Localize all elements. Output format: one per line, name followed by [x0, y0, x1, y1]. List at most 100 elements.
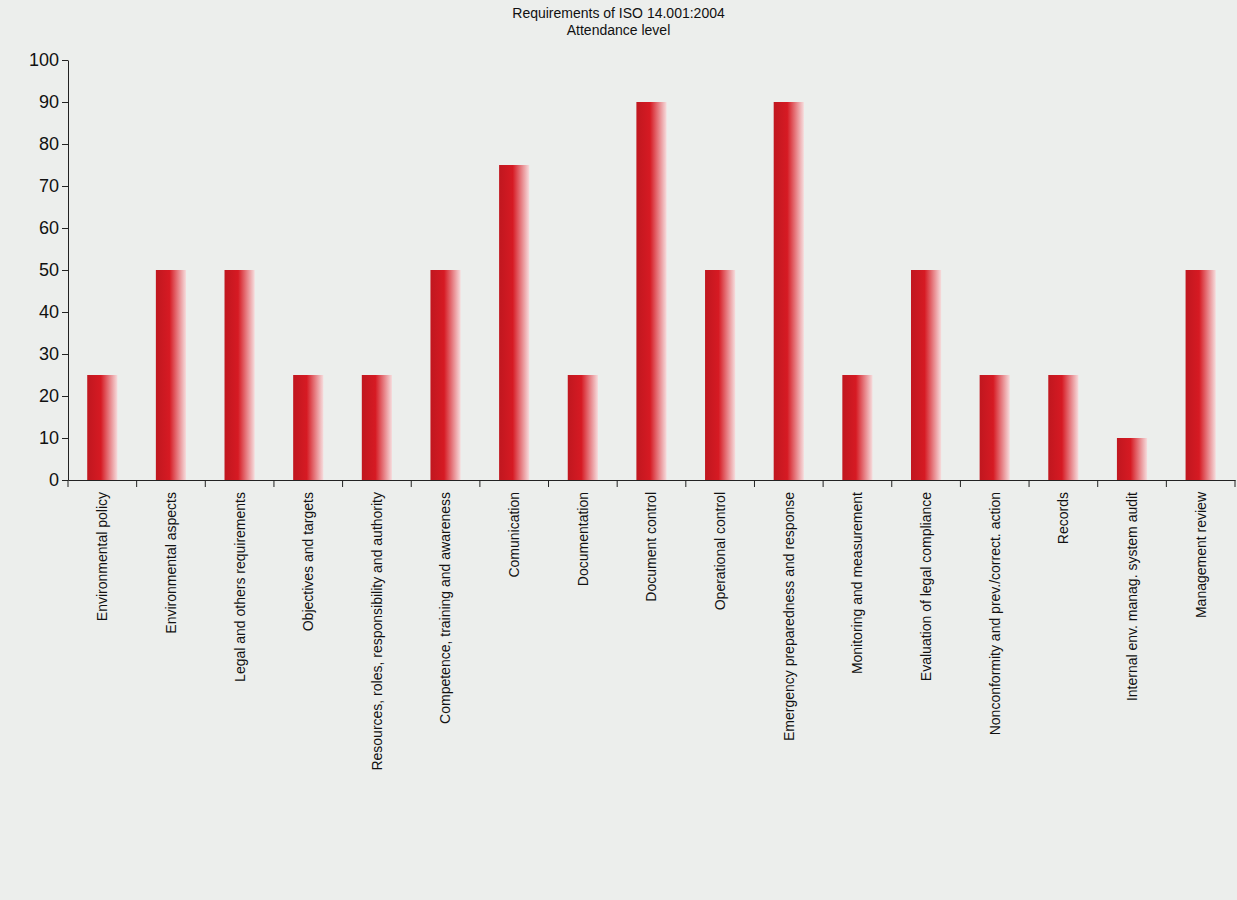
chart: Requirements of ISO 14.001:2004Attendanc…	[0, 0, 1237, 900]
x-tick-label: Environmental aspects	[163, 492, 179, 634]
x-tick: Evaluation of legal compliance	[918, 480, 934, 681]
category-separator	[1097, 480, 1098, 487]
y-tick-mark	[62, 228, 68, 229]
x-tick-label: Competence, training and awareness	[437, 492, 453, 724]
category-separator	[548, 480, 549, 487]
x-tick: Resources, roles, responsibility and aut…	[369, 480, 385, 771]
x-tick: Documentation	[575, 480, 591, 586]
x-tick-label: Environmental policy	[94, 492, 110, 621]
bar	[430, 270, 460, 480]
y-tick: 30	[39, 344, 68, 364]
bar	[568, 375, 598, 480]
x-tick: Comunication	[506, 480, 522, 578]
y-tick-mark	[62, 312, 68, 313]
x-tick: Legal and others requirements	[232, 480, 248, 682]
x-tick-label: Objectives and targets	[300, 492, 316, 631]
y-tick-label: 0	[49, 470, 59, 490]
category-separator	[823, 480, 824, 487]
x-tick-label: Internal env. manag. system audit	[1124, 492, 1140, 701]
bar	[225, 270, 255, 480]
y-tick-mark	[62, 270, 68, 271]
x-tick-label: Operational control	[712, 492, 728, 610]
x-tick-label: Monitoring and measurement	[849, 492, 865, 674]
bar	[499, 165, 529, 480]
category-separator	[891, 480, 892, 487]
category-separator	[411, 480, 412, 487]
y-tick-mark	[62, 438, 68, 439]
x-tick: Competence, training and awareness	[437, 480, 453, 724]
y-tick-label: 50	[39, 260, 59, 280]
category-separator	[136, 480, 137, 487]
plot: 0 10 20 30 40 50 60 70 80 90 100 Environmental poli…	[29, 50, 1236, 770]
x-tick-label: Resources, roles, responsibility and aut…	[369, 492, 385, 771]
y-tick-label: 30	[39, 344, 59, 364]
y-tick: 90	[39, 92, 68, 112]
x-tick: Emergency preparedness and response	[781, 480, 797, 741]
y-tick-mark	[62, 186, 68, 187]
x-tick-label: Documentation	[575, 492, 591, 586]
bar	[87, 375, 117, 480]
y-tick-label: 70	[39, 176, 59, 196]
y-tick-mark	[62, 144, 68, 145]
category-separator	[960, 480, 961, 487]
bar	[1048, 375, 1078, 480]
y-tick: 40	[39, 302, 68, 322]
bar	[842, 375, 872, 480]
x-tick-label: Emergency preparedness and response	[781, 492, 797, 741]
bar	[911, 270, 941, 480]
y-tick: 0	[49, 470, 68, 490]
bars	[87, 102, 1216, 480]
x-tick-label: Nonconformity and prev./correct. action	[987, 492, 1003, 735]
bar	[1117, 438, 1147, 480]
bar	[980, 375, 1010, 480]
category-separator	[754, 480, 755, 487]
y-tick-mark	[62, 60, 68, 61]
x-tick: Records	[1055, 480, 1071, 544]
x-tick-label: Management review	[1193, 491, 1209, 618]
x-tick: Nonconformity and prev./correct. action	[987, 480, 1003, 735]
title: Requirements of ISO 14.001:2004	[512, 5, 725, 21]
category-separators	[68, 480, 1235, 487]
y-tick: 60	[39, 218, 68, 238]
x-tick: Environmental policy	[94, 480, 110, 621]
y-tick-label: 40	[39, 302, 59, 322]
x-tick-label: Document control	[643, 492, 659, 602]
x-tick-label: Evaluation of legal compliance	[918, 492, 934, 681]
category-separator	[68, 480, 69, 487]
x-tick-label: Records	[1055, 492, 1071, 544]
bar	[1186, 270, 1216, 480]
x-tick: Environmental aspects	[163, 480, 179, 634]
bar	[362, 375, 392, 480]
y-tick-mark	[62, 354, 68, 355]
category-separator	[1166, 480, 1167, 487]
category-separator	[273, 480, 274, 487]
y-tick-mark	[62, 480, 68, 481]
bar	[774, 102, 804, 480]
y-axis-line	[68, 61, 69, 481]
y-axis: 0 10 20 30 40 50 60 70 80 90 100	[29, 50, 69, 490]
y-tick-label: 10	[39, 428, 59, 448]
y-tick-mark	[62, 102, 68, 103]
y-tick-label: 60	[39, 218, 59, 238]
x-axis: Environmental policy Environmental aspect…	[68, 480, 1236, 771]
y-tick: 10	[39, 428, 68, 448]
y-tick-label: 90	[39, 92, 59, 112]
x-axis-line	[69, 480, 1236, 481]
category-separator	[685, 480, 686, 487]
category-separator	[479, 480, 480, 487]
y-tick: 20	[39, 386, 68, 406]
bar	[705, 270, 735, 480]
y-tick-label: 100	[29, 50, 59, 70]
x-tick: Internal env. manag. system audit	[1124, 480, 1140, 701]
category-separator	[1235, 480, 1236, 487]
x-tick: Objectives and targets	[300, 480, 316, 631]
bar	[636, 102, 666, 480]
bar	[156, 270, 186, 480]
y-tick: 70	[39, 176, 68, 196]
y-tick-label: 80	[39, 134, 59, 154]
x-tick: Document control	[643, 480, 659, 602]
category-separator	[1029, 480, 1030, 487]
x-tick-label: Legal and others requirements	[232, 492, 248, 682]
subtitle: Attendance level	[567, 22, 671, 38]
x-tick: Operational control	[712, 480, 728, 610]
